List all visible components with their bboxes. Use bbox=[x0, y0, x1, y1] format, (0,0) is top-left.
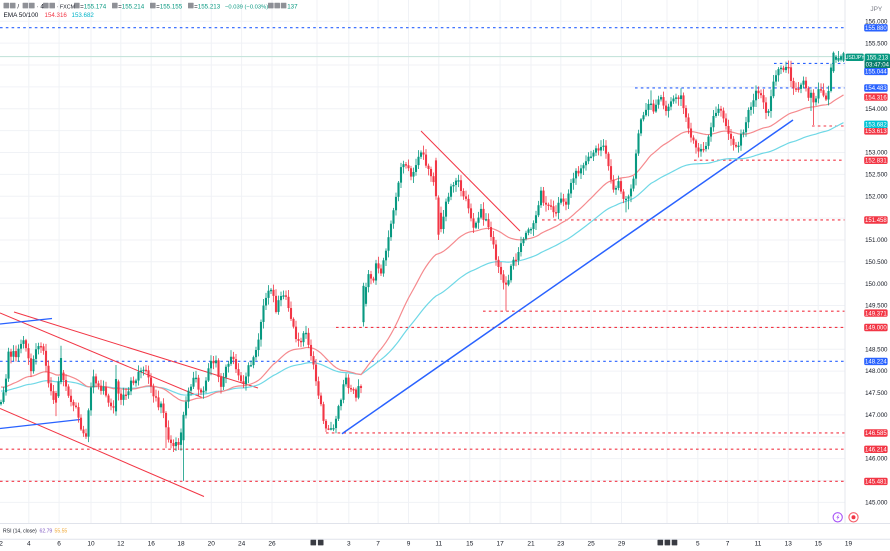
svg-text:155.213: 155.213 bbox=[198, 3, 221, 10]
svg-text:155.213: 155.213 bbox=[866, 55, 888, 61]
svg-text:154.000: 154.000 bbox=[865, 106, 888, 113]
svg-text:JPY: JPY bbox=[870, 6, 883, 13]
svg-text:150.500: 150.500 bbox=[865, 259, 888, 266]
svg-text:=: = bbox=[194, 3, 198, 10]
svg-text:145.481: 145.481 bbox=[865, 480, 887, 486]
svg-text:11: 11 bbox=[755, 541, 762, 548]
svg-text:−0.039 (−0.03%): −0.039 (−0.03%) bbox=[225, 4, 268, 10]
svg-text:149.000: 149.000 bbox=[865, 326, 887, 332]
svg-text:EMA 50/100: EMA 50/100 bbox=[4, 12, 39, 19]
svg-text:153.682: 153.682 bbox=[72, 12, 95, 19]
svg-text:154.483: 154.483 bbox=[865, 86, 887, 92]
svg-text:149.371: 149.371 bbox=[865, 311, 887, 317]
svg-text:11: 11 bbox=[435, 541, 442, 548]
svg-text:21: 21 bbox=[527, 541, 535, 548]
svg-text:7: 7 bbox=[376, 541, 380, 548]
svg-text:146.585: 146.585 bbox=[865, 431, 887, 437]
svg-text:149.500: 149.500 bbox=[865, 303, 888, 310]
svg-text:152.831: 152.831 bbox=[865, 159, 887, 165]
svg-text:155.174: 155.174 bbox=[84, 3, 107, 10]
svg-text:16: 16 bbox=[148, 541, 156, 548]
svg-text:155.880: 155.880 bbox=[865, 26, 887, 32]
svg-text:150.000: 150.000 bbox=[865, 281, 888, 288]
svg-text:7: 7 bbox=[726, 541, 730, 548]
svg-text:155.044: 155.044 bbox=[865, 70, 887, 76]
svg-text:147.500: 147.500 bbox=[865, 390, 888, 397]
svg-text:155.155: 155.155 bbox=[160, 3, 183, 10]
svg-text:26: 26 bbox=[268, 541, 276, 548]
svg-text:19: 19 bbox=[845, 541, 853, 548]
svg-text:153.613: 153.613 bbox=[865, 129, 887, 135]
svg-text:154.316: 154.316 bbox=[45, 12, 68, 19]
svg-text:RSI (14, close): RSI (14, close) bbox=[3, 528, 37, 534]
svg-text:153.682: 153.682 bbox=[865, 123, 887, 129]
svg-text:13: 13 bbox=[785, 541, 793, 548]
svg-text:25: 25 bbox=[587, 541, 595, 548]
svg-text:10: 10 bbox=[87, 541, 95, 548]
svg-text:03:47:04: 03:47:04 bbox=[866, 62, 890, 68]
svg-text:152.000: 152.000 bbox=[865, 193, 888, 200]
svg-text:154.316: 154.316 bbox=[865, 95, 887, 101]
svg-text:15: 15 bbox=[466, 541, 474, 548]
svg-text:12: 12 bbox=[117, 541, 125, 548]
svg-text:156.000: 156.000 bbox=[865, 19, 888, 26]
svg-text:24: 24 bbox=[238, 541, 246, 548]
svg-text:4: 4 bbox=[27, 541, 31, 548]
svg-text:155.500: 155.500 bbox=[865, 40, 888, 47]
svg-text:3: 3 bbox=[347, 541, 351, 548]
svg-text:55.55: 55.55 bbox=[55, 528, 68, 534]
svg-text:152.500: 152.500 bbox=[865, 172, 888, 179]
svg-text:5: 5 bbox=[696, 541, 700, 548]
svg-text:23: 23 bbox=[557, 541, 565, 548]
svg-text:6: 6 bbox=[57, 541, 61, 548]
svg-text:=: = bbox=[156, 3, 160, 10]
svg-text:=: = bbox=[80, 3, 84, 10]
svg-text:153.000: 153.000 bbox=[865, 150, 888, 157]
svg-text:148.500: 148.500 bbox=[865, 346, 888, 353]
svg-text:151.000: 151.000 bbox=[865, 237, 888, 244]
svg-text:18: 18 bbox=[177, 541, 185, 548]
svg-text:29: 29 bbox=[618, 541, 626, 548]
svg-text:· 4: · 4 bbox=[37, 3, 45, 10]
svg-text:147.000: 147.000 bbox=[865, 412, 888, 419]
svg-text:148.000: 148.000 bbox=[865, 368, 888, 375]
svg-text:20: 20 bbox=[208, 541, 216, 548]
svg-text:2: 2 bbox=[0, 541, 3, 548]
svg-text:USDJPY: USDJPY bbox=[845, 55, 865, 61]
svg-text:137: 137 bbox=[287, 3, 298, 10]
svg-text:9: 9 bbox=[407, 541, 411, 548]
svg-text:· FXCM: · FXCM bbox=[57, 4, 76, 10]
svg-text:17: 17 bbox=[496, 541, 504, 548]
svg-text:=: = bbox=[118, 3, 122, 10]
svg-text:146.214: 146.214 bbox=[865, 448, 887, 454]
svg-text:151.458: 151.458 bbox=[865, 218, 887, 224]
svg-text:155.214: 155.214 bbox=[122, 3, 145, 10]
svg-text:62.79: 62.79 bbox=[40, 528, 53, 534]
svg-text:145.000: 145.000 bbox=[865, 499, 888, 506]
svg-text:15: 15 bbox=[815, 541, 823, 548]
svg-text:146.000: 146.000 bbox=[865, 456, 888, 463]
svg-text:148.224: 148.224 bbox=[865, 360, 887, 366]
svg-text:/: / bbox=[17, 3, 19, 10]
